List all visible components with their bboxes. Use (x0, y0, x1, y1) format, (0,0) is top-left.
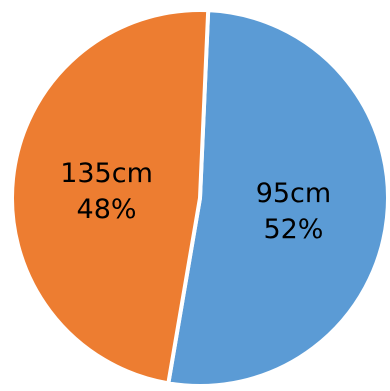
pie-slice-0 (166, 8, 390, 388)
slice-percent-label-1: 48% (77, 194, 137, 225)
pie-slice-1 (10, 8, 211, 386)
pie-labels: 95cm 52% 135cm 48% (60, 158, 331, 245)
pie-slices (10, 8, 390, 388)
slice-value-label-0: 95cm (256, 178, 332, 209)
slice-value-label-1: 135cm (60, 158, 153, 189)
slice-percent-label-0: 52% (263, 214, 323, 245)
